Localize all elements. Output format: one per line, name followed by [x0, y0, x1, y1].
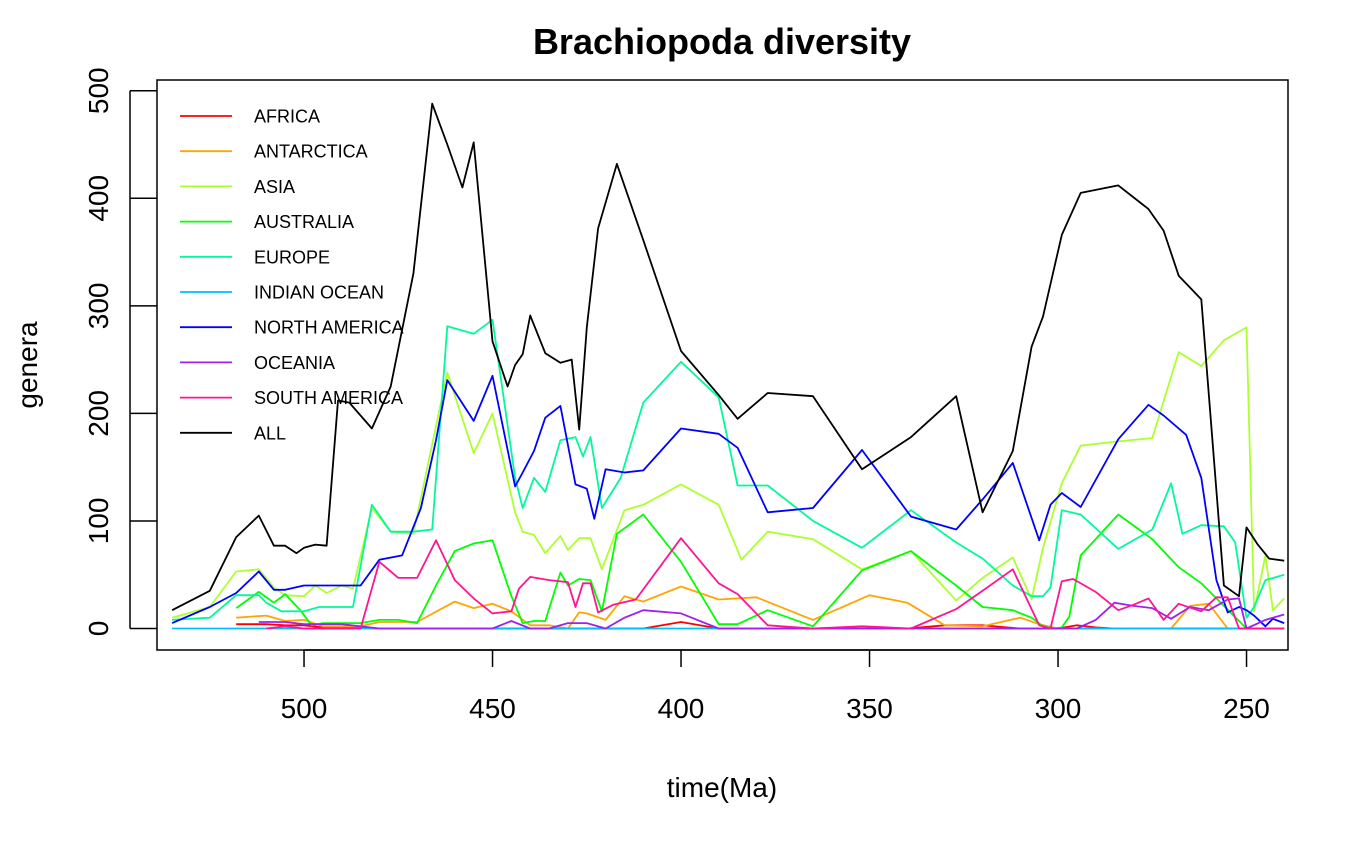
x-tick-label: 350: [846, 693, 893, 724]
series-line-all: [171, 102, 1285, 612]
y-axis-label: genera: [12, 321, 43, 409]
y-tick-label: 300: [83, 282, 114, 329]
series-lines: [171, 102, 1285, 630]
series-line-africa: [236, 621, 1285, 630]
y-tick-label: 100: [83, 498, 114, 545]
x-tick-label: 250: [1223, 693, 1270, 724]
series-line-oceania: [258, 597, 1285, 630]
x-tick-label: 500: [281, 693, 328, 724]
legend-label-europe: EUROPE: [254, 247, 330, 267]
x-tick-label: 400: [658, 693, 705, 724]
y-tick-label: 200: [83, 390, 114, 437]
legend-label-australia: AUSTRALIA: [254, 212, 354, 232]
legend-label-asia: ASIA: [254, 177, 295, 197]
legend: AFRICA ANTARCTICA ASIA AUSTRALIA EUROPE INDIA…: [180, 107, 404, 443]
series-line-north-america: [171, 374, 1285, 628]
series-line-asia: [171, 326, 1285, 619]
x-tick-label: 300: [1035, 693, 1082, 724]
y-axis: 0 100 200 300 400 500: [83, 67, 157, 636]
legend-label-south-america: SOUTH AMERICA: [254, 388, 403, 408]
legend-label-africa: AFRICA: [254, 107, 320, 127]
legend-label-all: ALL: [254, 423, 286, 443]
chart-title: Brachiopoda diversity: [533, 21, 911, 62]
legend-label-indian-ocean: INDIAN OCEAN: [254, 283, 384, 303]
y-tick-label: 0: [83, 621, 114, 637]
series-line-australia: [235, 513, 1285, 630]
y-tick-label: 500: [83, 67, 114, 114]
series-line-europe: [172, 318, 1285, 621]
x-axis-label: time(Ma): [667, 772, 777, 803]
legend-label-antarctica: ANTARCTICA: [254, 142, 368, 162]
y-tick-label: 400: [83, 175, 114, 222]
legend-label-north-america: NORTH AMERICA: [254, 318, 404, 338]
legend-label-oceania: OCEANIA: [254, 353, 335, 373]
x-tick-label: 450: [469, 693, 516, 724]
series-line-south-america: [266, 537, 1285, 630]
x-axis: 500 450 400 350 300 250: [281, 649, 1270, 724]
